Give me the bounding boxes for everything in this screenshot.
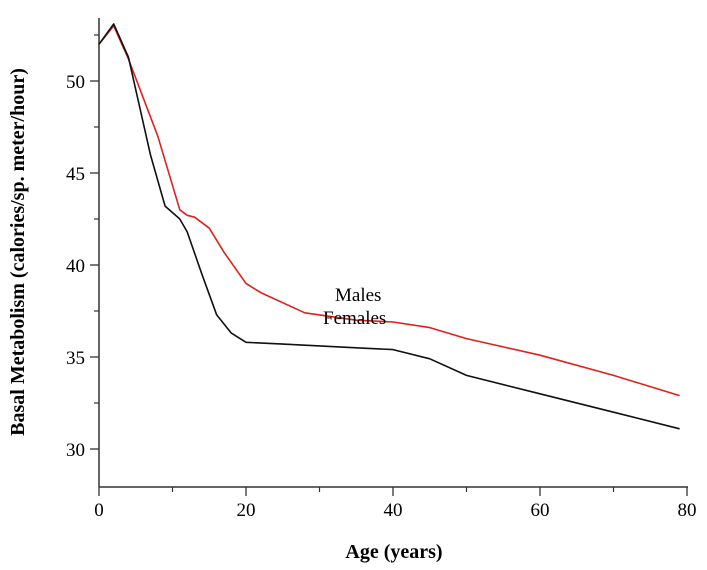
series-line-females (98, 23, 680, 430)
series-line-males (98, 24, 680, 397)
annotation-males: Males (335, 285, 381, 306)
x-tick-label: 0 (94, 500, 104, 521)
x-tick-label: 60 (531, 500, 550, 521)
y-axis-title: Basal Metabolism (calories/sp. meter/hou… (7, 68, 29, 436)
y-tick-label: 45 (66, 164, 85, 185)
x-tick-label: 80 (678, 500, 697, 521)
y-tick-label: 50 (66, 72, 85, 93)
axes: 0 20 40 60 80 30 35 40 45 50 (66, 18, 697, 521)
y-tick-label: 35 (66, 348, 85, 369)
x-tick-label: 20 (237, 500, 256, 521)
y-tick-label: 40 (66, 256, 85, 277)
series-group (98, 23, 680, 430)
x-tick-label: 40 (384, 500, 403, 521)
x-axis-title: Age (years) (345, 541, 442, 563)
y-tick-label: 30 (66, 440, 85, 461)
annotation-females: Females (323, 308, 386, 329)
